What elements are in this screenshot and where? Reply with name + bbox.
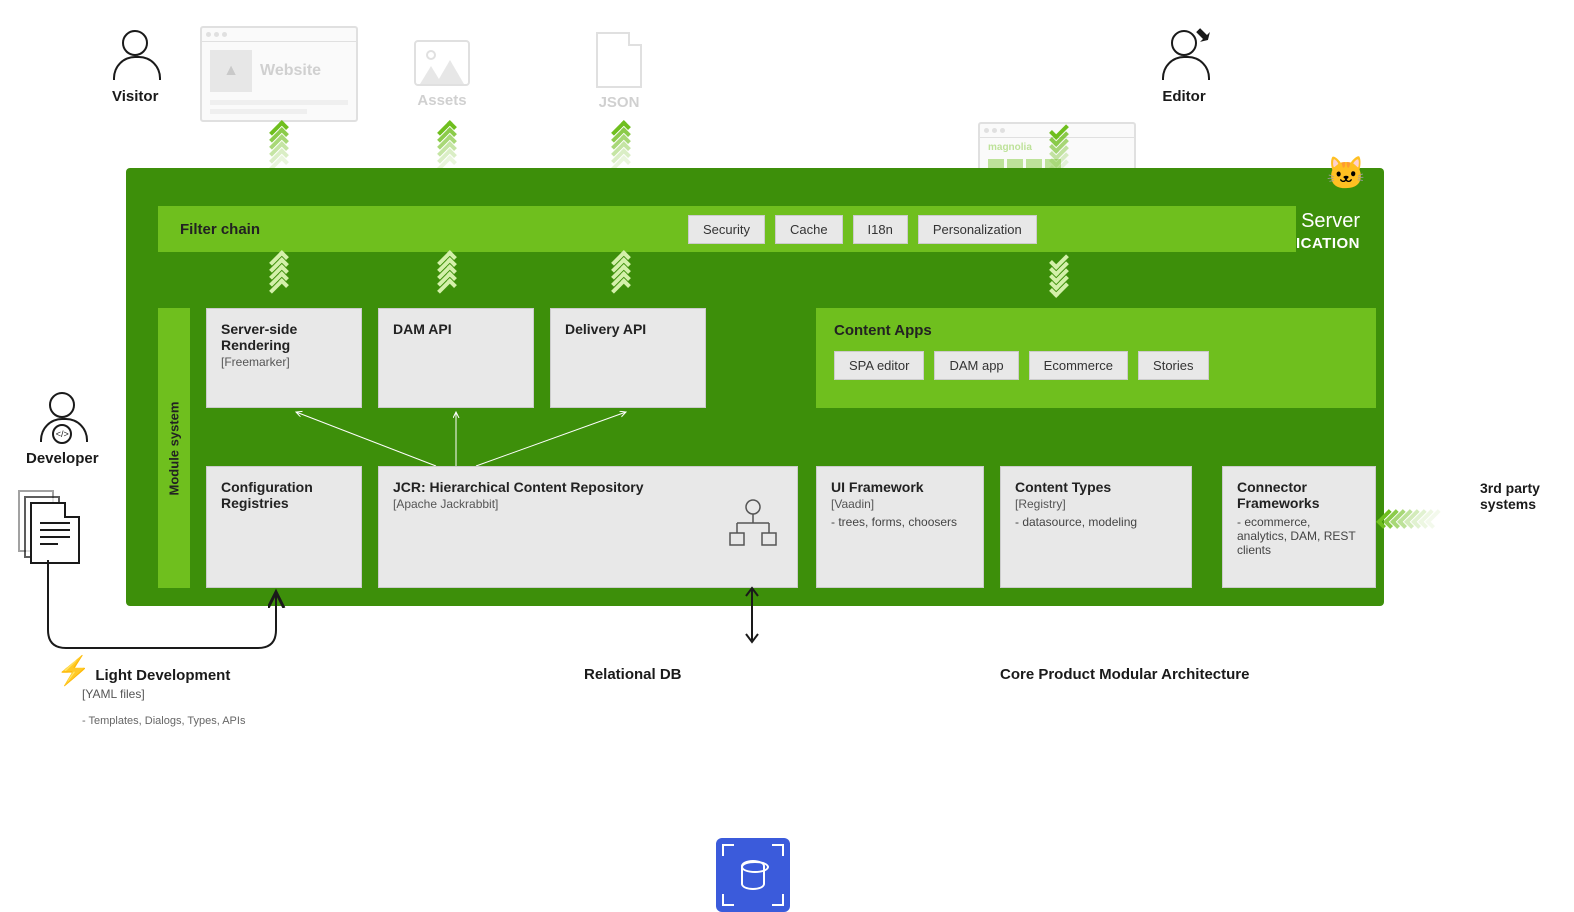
- delivery-api-title: Delivery API: [565, 321, 691, 337]
- docs-connector: [44, 560, 304, 660]
- filter-chain-label: Filter chain: [180, 221, 260, 238]
- arrow-json-down: [610, 128, 632, 170]
- rendering-title: Server-side Rendering: [221, 321, 347, 353]
- light-dev-title: Light Development: [95, 667, 230, 684]
- module-system: Module system: [158, 308, 190, 588]
- db-connector: [740, 586, 770, 646]
- relational-db-label: Relational DB: [584, 666, 682, 683]
- light-dev-block: ⚡ Light Development [YAML files] - Templ…: [56, 654, 245, 727]
- visitor-block: Visitor: [112, 30, 158, 105]
- visitor-icon: [113, 30, 157, 80]
- arrow-assets-down: [436, 128, 458, 170]
- arrow-admin-down: [1048, 128, 1070, 170]
- developer-label: Developer: [26, 450, 99, 467]
- jcr-box: JCR: Hierarchical Content Repository [Ap…: [378, 466, 798, 588]
- json-mock: JSON: [596, 32, 642, 111]
- light-dev-sub: [YAML files]: [82, 687, 245, 701]
- connector-box: Connector Frameworks - ecommerce, analyt…: [1222, 466, 1376, 588]
- third-party-label: 3rd party systems: [1480, 480, 1570, 512]
- arrow-inner-1: [268, 258, 290, 293]
- arrow-inner-2: [436, 258, 458, 293]
- config-registries-title: Configuration Registries: [221, 479, 347, 511]
- filter-chip-security: Security: [688, 215, 765, 244]
- arrow-website-down: [268, 128, 290, 170]
- json-label: JSON: [596, 94, 642, 111]
- rendering-sub: [Freemarker]: [221, 355, 347, 369]
- content-app-stories: Stories: [1138, 351, 1208, 380]
- content-app-ecommerce: Ecommerce: [1029, 351, 1128, 380]
- connector-title: Connector Frameworks: [1237, 479, 1361, 511]
- content-apps: Content Apps SPA editor DAM app Ecommerc…: [816, 308, 1376, 408]
- assets-mock: Assets: [414, 40, 470, 109]
- dam-api-title: DAM API: [393, 321, 519, 337]
- lightning-icon: ⚡: [56, 655, 91, 686]
- jcr-title: JCR: Hierarchical Content Repository: [393, 479, 783, 495]
- website-label: Website: [260, 62, 321, 80]
- content-types-title: Content Types: [1015, 479, 1177, 495]
- ui-framework-detail: - trees, forms, choosers: [831, 515, 969, 529]
- ui-framework-title: UI Framework: [831, 479, 969, 495]
- application-server: 🐱 Application Server MAGNOLIA WEB APPLIC…: [126, 168, 1384, 606]
- content-types-box: Content Types [Registry] - datasource, m…: [1000, 466, 1192, 588]
- editor-icon: [1162, 30, 1206, 80]
- filter-chip-cache: Cache: [775, 215, 843, 244]
- delivery-api-box: Delivery API: [550, 308, 706, 408]
- database-icon: [716, 838, 790, 912]
- core-arch-label: Core Product Modular Architecture: [1000, 666, 1249, 683]
- editor-block: Editor: [1162, 30, 1206, 105]
- arrow-inner-3: [610, 258, 632, 293]
- content-types-detail: - datasource, modeling: [1015, 515, 1177, 529]
- arrow-third-party: [1384, 508, 1440, 530]
- connector-detail: - ecommerce, analytics, DAM, REST client…: [1237, 515, 1361, 557]
- module-system-label: Module system: [167, 401, 182, 495]
- content-types-sub: [Registry]: [1015, 497, 1177, 511]
- assets-label: Assets: [414, 92, 470, 109]
- tree-icon: [725, 497, 781, 553]
- editor-label: Editor: [1162, 88, 1206, 105]
- light-dev-detail: - Templates, Dialogs, Types, APIs: [82, 715, 245, 727]
- tomcat-icon: 🐱: [1326, 154, 1366, 192]
- developer-icon: </>: [40, 392, 84, 442]
- jcr-arrows: [206, 408, 726, 468]
- website-mock: ▲ Website: [200, 26, 358, 122]
- rendering-box: Server-side Rendering [Freemarker]: [206, 308, 362, 408]
- filter-chip-personalization: Personalization: [918, 215, 1037, 244]
- ui-framework-box: UI Framework [Vaadin] - trees, forms, ch…: [816, 466, 984, 588]
- dam-api-box: DAM API: [378, 308, 534, 408]
- filter-chip-i18n: I18n: [853, 215, 908, 244]
- filter-chain: Filter chain Security Cache I18n Persona…: [158, 206, 1296, 252]
- arrow-inner-4: [1048, 258, 1070, 293]
- developer-block: </> Developer: [26, 392, 99, 467]
- ui-framework-sub: [Vaadin]: [831, 497, 969, 511]
- content-apps-title: Content Apps: [834, 322, 1358, 339]
- content-app-dam: DAM app: [934, 351, 1018, 380]
- visitor-label: Visitor: [112, 88, 158, 105]
- content-app-spa: SPA editor: [834, 351, 924, 380]
